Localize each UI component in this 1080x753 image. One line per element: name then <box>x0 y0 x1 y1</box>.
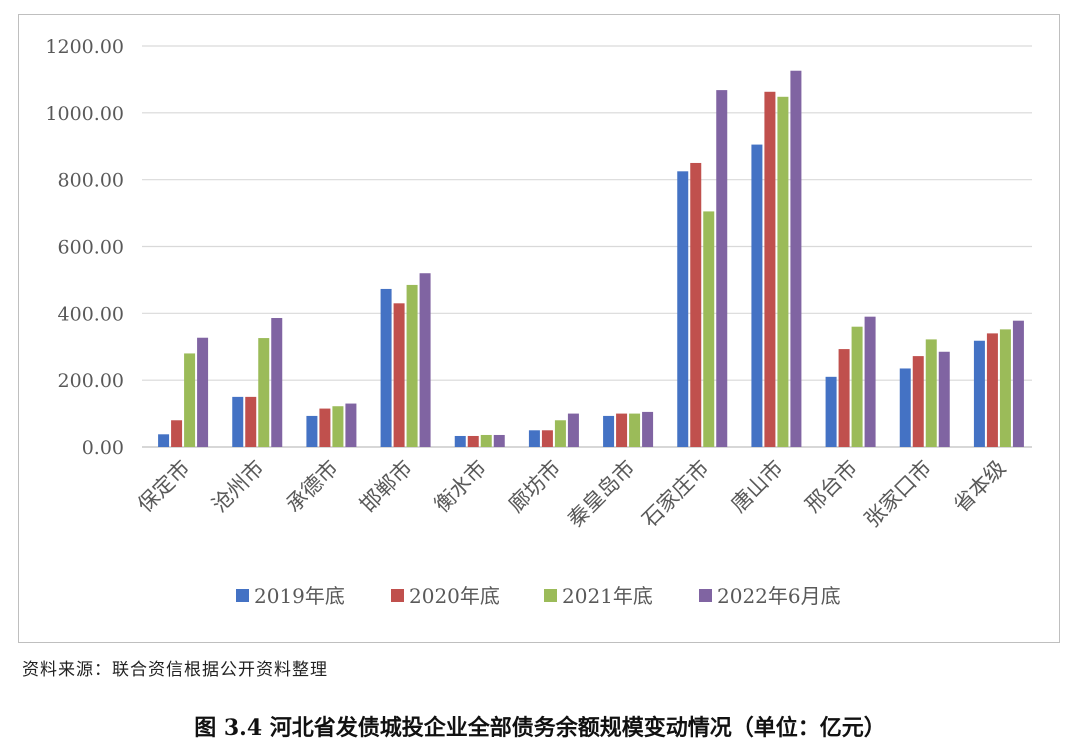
x-tick-label: 省本级 <box>949 456 1011 518</box>
x-tick-label: 邯郸市 <box>356 456 418 518</box>
bar <box>380 288 392 447</box>
bar <box>171 420 183 447</box>
bar <box>1012 320 1024 447</box>
bar <box>419 273 431 447</box>
bar <box>271 318 283 447</box>
y-tick-label: 200.00 <box>58 370 124 392</box>
bar <box>864 316 876 447</box>
x-tick-label: 保定市 <box>133 456 195 518</box>
bar <box>493 434 505 447</box>
bar <box>232 396 244 447</box>
bar <box>528 430 540 447</box>
bar-chart: 0.00 200.00 400.00 600.00 800.00 1000.00 1200.… <box>45 36 1032 608</box>
y-tick-label: 0.00 <box>82 437 124 459</box>
bar <box>851 326 863 447</box>
bar <box>184 353 196 447</box>
bar <box>764 91 776 448</box>
bar <box>838 349 850 447</box>
legend-swatch <box>236 589 249 602</box>
y-tick-label: 800.00 <box>58 170 124 192</box>
x-tick-label: 承德市 <box>281 456 343 518</box>
bar <box>790 70 802 447</box>
bar <box>716 90 728 448</box>
bar <box>245 396 257 447</box>
x-tick-label: 沧州市 <box>207 456 269 518</box>
legend-swatch <box>699 589 712 602</box>
bar <box>345 403 357 447</box>
bar <box>406 284 418 447</box>
bar <box>973 340 985 447</box>
bar <box>454 435 466 447</box>
legend-label: 2019年底 <box>254 584 345 608</box>
bar <box>158 434 170 447</box>
bar <box>925 339 937 447</box>
bar <box>467 435 479 447</box>
legend-swatch <box>391 589 404 602</box>
bar <box>690 162 702 448</box>
x-tick-label: 秦皇岛市 <box>563 456 639 532</box>
bar <box>616 413 628 447</box>
bar <box>197 337 209 447</box>
bar <box>703 211 715 447</box>
bar <box>938 351 950 447</box>
chart-frame <box>18 14 1060 643</box>
x-tick-label: 唐山市 <box>726 456 788 518</box>
bar <box>319 408 331 447</box>
bar <box>258 338 270 447</box>
x-tick-label: 廊坊市 <box>504 456 566 518</box>
bar <box>912 356 924 447</box>
bar <box>554 420 566 447</box>
x-tick-label: 张家口市 <box>860 456 936 532</box>
bar <box>332 406 344 447</box>
figure-caption: 图 3.4 河北省发债城投企业全部债务余额规模变动情况（单位：亿元） <box>194 715 886 741</box>
bar <box>999 329 1011 447</box>
bar <box>567 413 579 447</box>
bar <box>480 434 492 447</box>
bar <box>777 96 789 447</box>
bar <box>642 411 654 447</box>
y-tick-label: 1000.00 <box>45 103 124 125</box>
bar <box>751 144 763 447</box>
bar <box>541 430 553 447</box>
x-tick-label: 衡水市 <box>430 456 492 518</box>
legend-label: 2022年6月底 <box>717 584 841 608</box>
y-tick-label: 600.00 <box>58 237 124 259</box>
legend-label: 2020年底 <box>409 584 500 608</box>
bar <box>629 413 641 447</box>
y-tick-label: 400.00 <box>58 303 124 325</box>
bar <box>986 333 998 447</box>
legend-label: 2021年底 <box>562 584 653 608</box>
source-note: 资料来源：联合资信根据公开资料整理 <box>22 660 328 680</box>
bar <box>603 415 615 447</box>
bar <box>677 171 689 447</box>
bar <box>393 303 405 447</box>
bar <box>825 376 837 447</box>
x-tick-label: 石家庄市 <box>637 456 713 532</box>
y-tick-label: 1200.00 <box>45 36 124 58</box>
legend-swatch <box>544 589 557 602</box>
bar <box>899 368 911 447</box>
bar <box>306 415 318 447</box>
x-tick-label: 邢台市 <box>801 456 863 518</box>
